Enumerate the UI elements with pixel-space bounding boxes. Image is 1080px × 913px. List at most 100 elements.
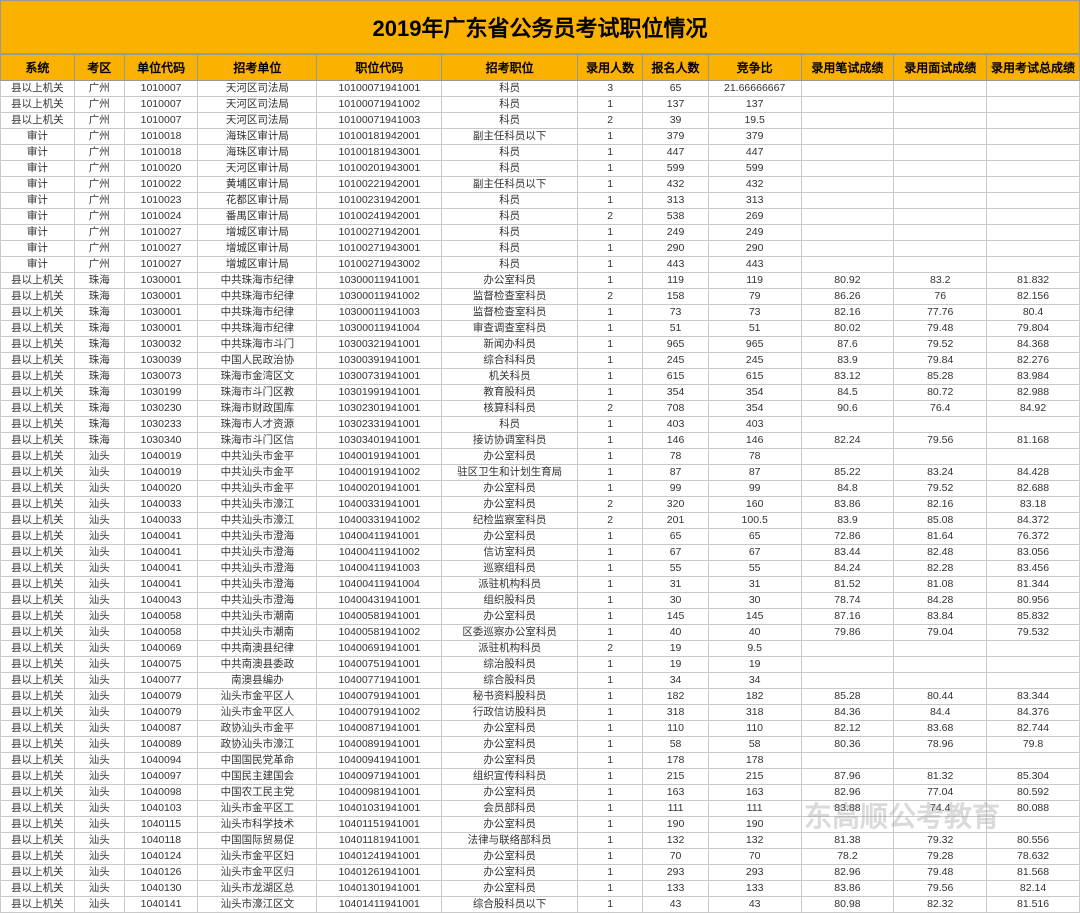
table-cell: 教育股科员 — [442, 385, 578, 401]
table-cell: 机关科员 — [442, 369, 578, 385]
table-cell: 巡察组科员 — [442, 561, 578, 577]
table-cell: 1 — [577, 385, 642, 401]
table-cell — [987, 209, 1080, 225]
table-cell: 76 — [894, 289, 987, 305]
table-cell: 中共珠海市纪律 — [198, 289, 317, 305]
table-cell: 珠海市斗门区教 — [198, 385, 317, 401]
table-cell: 1040094 — [124, 753, 198, 769]
table-cell: 汕头 — [74, 769, 124, 785]
table-cell: 77.04 — [894, 785, 987, 801]
table-cell: 珠海 — [74, 273, 124, 289]
column-header: 职位代码 — [317, 55, 442, 81]
table-cell: 汕头市金平区妇 — [198, 849, 317, 865]
table-cell: 天河区审计局 — [198, 161, 317, 177]
table-cell: 82.48 — [894, 545, 987, 561]
table-cell: 85.832 — [987, 609, 1080, 625]
table-cell: 1040075 — [124, 657, 198, 673]
table-cell: 番禺区审计局 — [198, 209, 317, 225]
table-cell: 县以上机关 — [1, 385, 75, 401]
table-cell: 10300011941003 — [317, 305, 442, 321]
table-cell: 87.16 — [801, 609, 894, 625]
table-cell: 31 — [643, 577, 708, 593]
table-cell: 313 — [643, 193, 708, 209]
table-row: 审计广州1010027增城区审计局10100271943002科员1443443 — [1, 257, 1080, 273]
table-cell: 2 — [577, 513, 642, 529]
table-cell: 1 — [577, 193, 642, 209]
table-cell — [894, 129, 987, 145]
table-row: 县以上机关汕头1040058中共汕头市潮南10400581941002区委巡察办… — [1, 625, 1080, 641]
table-cell: 1 — [577, 801, 642, 817]
table-cell: 10100181943001 — [317, 145, 442, 161]
table-cell: 县以上机关 — [1, 625, 75, 641]
table-cell: 县以上机关 — [1, 465, 75, 481]
table-cell: 10400891941001 — [317, 737, 442, 753]
table-cell: 119 — [643, 273, 708, 289]
table-row: 县以上机关汕头1040124汕头市金平区妇10401241941001办公室科员… — [1, 849, 1080, 865]
table-cell: 10100071941003 — [317, 113, 442, 129]
table-cell: 珠海 — [74, 305, 124, 321]
table-row: 审计广州1010023花都区审计局10100231942001科员1313313 — [1, 193, 1080, 209]
table-cell: 354 — [708, 385, 801, 401]
table-cell: 审计 — [1, 177, 75, 193]
table-cell: 1030073 — [124, 369, 198, 385]
table-cell: 83.68 — [894, 721, 987, 737]
table-cell: 10400791941002 — [317, 705, 442, 721]
table-cell: 1 — [577, 417, 642, 433]
table-row: 县以上机关汕头1040041中共汕头市澄海10400411941002信访室科员… — [1, 545, 1080, 561]
table-cell: 南澳县编办 — [198, 673, 317, 689]
table-cell: 1040126 — [124, 865, 198, 881]
table-cell: 82.12 — [801, 721, 894, 737]
table-cell: 增城区审计局 — [198, 225, 317, 241]
table-cell: 1 — [577, 577, 642, 593]
table-cell: 县以上机关 — [1, 433, 75, 449]
table-cell: 县以上机关 — [1, 305, 75, 321]
table-cell: 1 — [577, 593, 642, 609]
table-cell: 269 — [708, 209, 801, 225]
table-cell: 中共汕头市澄海 — [198, 529, 317, 545]
table-cell: 1 — [577, 689, 642, 705]
table-cell: 10400981941001 — [317, 785, 442, 801]
table-cell: 83.84 — [894, 609, 987, 625]
table-cell: 监督检查室科员 — [442, 305, 578, 321]
table-cell: 汕头 — [74, 865, 124, 881]
table-cell: 81.168 — [987, 433, 1080, 449]
table-cell: 10400201941001 — [317, 481, 442, 497]
table-row: 县以上机关汕头1040130汕头市龙湖区总10401301941001办公室科员… — [1, 881, 1080, 897]
table-cell: 146 — [643, 433, 708, 449]
data-table: 系统考区单位代码招考单位职位代码招考职位录用人数报名人数竞争比录用笔试成绩录用面… — [0, 54, 1080, 913]
table-cell — [894, 673, 987, 689]
table-cell: 广州 — [74, 177, 124, 193]
table-cell: 82.988 — [987, 385, 1080, 401]
table-row: 审计广州1010018海珠区审计局10100181943001科员1447447 — [1, 145, 1080, 161]
table-cell: 447 — [708, 145, 801, 161]
table-cell: 1040058 — [124, 609, 198, 625]
table-cell: 178 — [708, 753, 801, 769]
table-cell — [894, 225, 987, 241]
table-cell: 10400411941001 — [317, 529, 442, 545]
column-header: 录用人数 — [577, 55, 642, 81]
table-cell — [894, 257, 987, 273]
table-cell: 79.86 — [801, 625, 894, 641]
table-cell: 科员 — [442, 257, 578, 273]
table-cell: 182 — [643, 689, 708, 705]
table-cell: 80.92 — [801, 273, 894, 289]
table-cell: 79.52 — [894, 337, 987, 353]
table-cell: 科员 — [442, 113, 578, 129]
table-cell: 副主任科员以下 — [442, 129, 578, 145]
table-cell: 1 — [577, 673, 642, 689]
table-row: 县以上机关汕头1040115汕头市科学技术10401151941001办公室科员… — [1, 817, 1080, 833]
table-cell: 78.96 — [894, 737, 987, 753]
table-cell: 县以上机关 — [1, 353, 75, 369]
table-cell: 83.86 — [801, 497, 894, 513]
table-cell — [987, 753, 1080, 769]
table-cell: 79.532 — [987, 625, 1080, 641]
table-row: 审计广州1010027增城区审计局10100271943001科员1290290 — [1, 241, 1080, 257]
table-cell: 79.84 — [894, 353, 987, 369]
table-cell: 县以上机关 — [1, 849, 75, 865]
table-cell: 10400941941001 — [317, 753, 442, 769]
table-cell — [894, 81, 987, 97]
table-cell: 80.98 — [801, 897, 894, 913]
table-cell: 443 — [643, 257, 708, 273]
table-cell: 珠海 — [74, 433, 124, 449]
table-cell — [894, 193, 987, 209]
